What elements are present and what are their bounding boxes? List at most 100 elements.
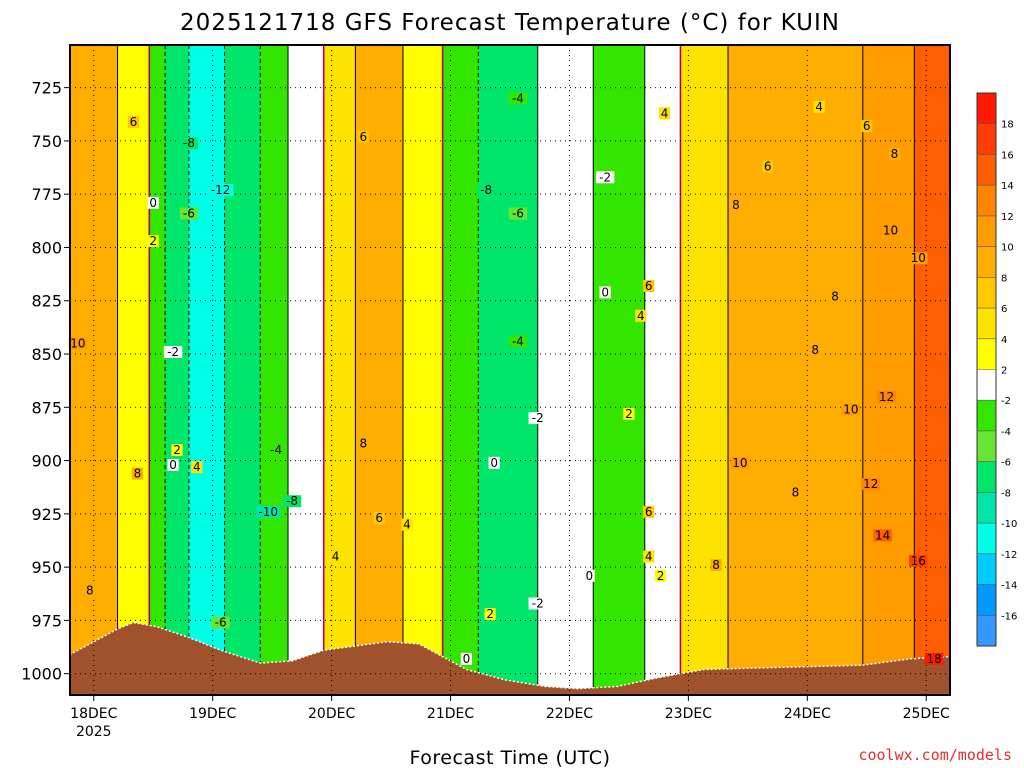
colorbar-level--10: -10 (1001, 519, 1017, 530)
colorbar-swatch-15 (977, 553, 996, 586)
contour-label-27: -4 (512, 334, 524, 348)
colorbar-level-2: 2 (1001, 366, 1007, 377)
contour-label-44: 6 (863, 119, 871, 133)
contour-label-22: -4 (512, 91, 524, 105)
y-tick-label-975: 975 (31, 611, 62, 630)
contour-label-13: -4 (270, 443, 282, 457)
contour-label-19: 6 (375, 511, 383, 525)
y-tick-label-775: 775 (31, 185, 62, 204)
source-credit[interactable]: coolwx.com/models (858, 746, 1012, 764)
contour-label-bg-15 (255, 505, 281, 518)
contour-label-bg-17 (357, 130, 369, 143)
x-tick-year-label: 2025 (76, 724, 112, 740)
contour-label-bg-38 (643, 505, 655, 518)
contour-label-bg-55 (873, 529, 892, 542)
colorbar-swatch-4 (977, 215, 996, 248)
temperature-band-13 (537, 45, 594, 695)
y-tick-label-725: 725 (31, 79, 62, 98)
contour-label-39: 4 (645, 550, 653, 564)
contour-label-28: -2 (532, 411, 544, 425)
contour-label-23: -8 (480, 183, 492, 197)
contour-label-bg-56 (710, 559, 722, 572)
contour-label-bg-26 (599, 286, 611, 299)
temperature-band-7 (288, 45, 325, 695)
contour-label-52: 10 (732, 456, 747, 470)
y-tick-label-825: 825 (31, 292, 62, 311)
x-tick-label-23DEC: 23DEC (665, 706, 712, 722)
contour-label-33: 0 (463, 652, 471, 666)
contour-label-46: 10 (883, 224, 898, 238)
contour-label-4: 8 (134, 466, 142, 480)
colorbar-level-12: 12 (1001, 212, 1014, 223)
contour-label-bg-36 (635, 309, 647, 322)
temperature-band-11 (442, 45, 479, 695)
colorbar-swatch-8 (977, 338, 996, 370)
contour-label-7: 2 (173, 443, 181, 457)
colorbar-swatch-1 (977, 123, 996, 155)
contour-label-32: -2 (532, 596, 544, 610)
temperature-band-2 (149, 45, 166, 695)
contour-label-bg-40 (655, 569, 667, 582)
contour-label-bg-34 (623, 407, 635, 420)
contour-label-bg-47 (909, 252, 928, 265)
x-tick-label-22DEC: 22DEC (546, 706, 593, 722)
colorbar-swatch-7 (977, 308, 996, 340)
contour-label-18: 8 (360, 437, 368, 451)
temperature-band-14 (593, 45, 646, 695)
colorbar-swatch-2 (977, 154, 996, 186)
contour-label-21: 4 (332, 550, 340, 564)
contour-label-30: 0 (585, 569, 593, 583)
contour-label-49: 8 (811, 343, 819, 357)
contour-label-47: 10 (911, 251, 926, 265)
contour-label-bg-35 (658, 107, 671, 120)
colorbar-level--4: -4 (1001, 427, 1011, 438)
temperature-band-6 (260, 45, 289, 695)
colorbar-level--8: -8 (1001, 488, 1011, 499)
contour-label-31: 2 (486, 607, 494, 621)
contour-label-bg-24 (508, 207, 528, 220)
contour-label-16: -6 (215, 616, 227, 630)
temperature-band-1 (117, 45, 150, 695)
chart-title: 2025121718 GFS Forecast Temperature (°C)… (180, 10, 840, 36)
contour-label-bg-11 (207, 184, 234, 197)
temperature-band-3 (165, 45, 190, 695)
colorbar-level--2: -2 (1001, 396, 1011, 407)
contour-label-bg-27 (508, 335, 528, 348)
contour-label-bg-53 (789, 486, 802, 499)
colorbar-level--16: -16 (1001, 611, 1017, 622)
contour-label-bg-12 (179, 207, 199, 220)
contour-label-bg-42 (762, 160, 774, 173)
contour-label-25: -2 (599, 170, 611, 184)
contour-label-bg-41 (730, 198, 742, 211)
contour-label-34: 2 (625, 407, 633, 421)
contour-label-bg-19 (373, 512, 385, 525)
y-tick-label-875: 875 (31, 398, 62, 417)
colorbar-level-8: 8 (1001, 273, 1007, 284)
contour-label-bg-22 (508, 92, 528, 105)
contour-label-bg-45 (888, 147, 901, 160)
colorbar-level-6: 6 (1001, 304, 1007, 315)
contour-label-56: 8 (712, 558, 720, 572)
plot-frame (69, 44, 951, 696)
contour-label-bg-5 (84, 584, 96, 597)
contour-label-bg-32 (528, 597, 547, 610)
contour-label-bg-44 (861, 120, 873, 133)
contour-label-bg-10 (179, 137, 199, 150)
colorbar-level-4: 4 (1001, 335, 1007, 346)
contour-label-5: 8 (86, 584, 94, 598)
contour-label-bg-37 (643, 279, 655, 292)
colorbar-swatch-13 (977, 492, 996, 524)
y-tick-label-950: 950 (31, 558, 62, 577)
contour-label-bg-4 (131, 467, 143, 480)
contour-label-53: 8 (792, 486, 800, 500)
contour-label-15: -10 (258, 505, 278, 519)
temperature-band-9 (355, 45, 404, 695)
contour-label-9: 4 (193, 460, 201, 474)
contour-label-bg-57 (909, 554, 928, 567)
contour-label-24: -6 (512, 206, 524, 220)
contour-label-42: 6 (764, 160, 772, 174)
x-tick-label-18DEC: 18DEC (70, 706, 117, 722)
contour-label-bg-13 (266, 444, 286, 457)
contour-label-bg-14 (282, 495, 302, 508)
x-tick-label-24DEC: 24DEC (784, 706, 831, 722)
